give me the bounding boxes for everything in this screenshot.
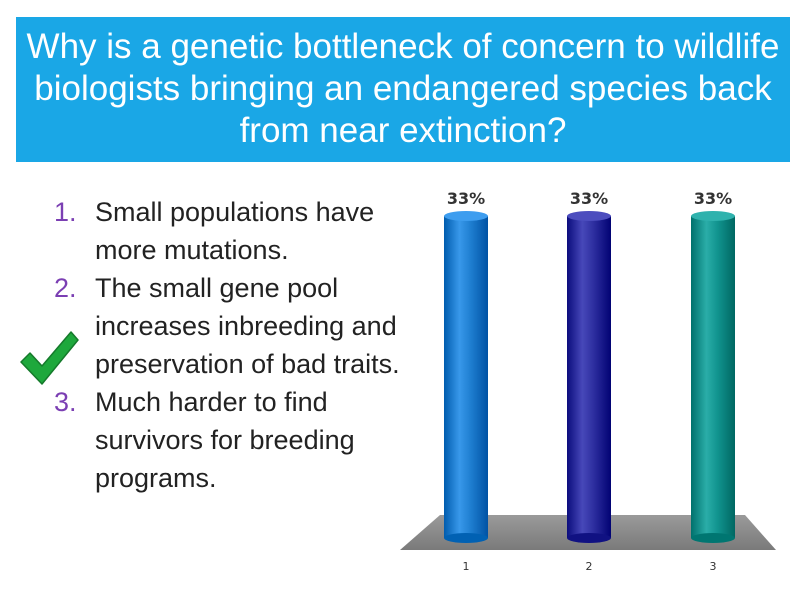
bar-base-3 <box>691 533 735 543</box>
category-label-3: 3 <box>710 560 717 573</box>
bar-base-1 <box>444 533 488 543</box>
category-label-1: 1 <box>463 560 470 573</box>
answer-option-1[interactable]: 1. Small populations have more mutations… <box>50 193 410 269</box>
question-title: Why is a genetic bottleneck of concern t… <box>26 26 780 150</box>
title-banner: Why is a genetic bottleneck of concern t… <box>16 17 790 162</box>
bar-3 <box>691 216 735 538</box>
bar-1 <box>444 216 488 538</box>
value-label-1: 33% <box>447 189 485 208</box>
bar-cap-1 <box>444 211 488 221</box>
bar-cap-2 <box>567 211 611 221</box>
answer-options: 1. Small populations have more mutations… <box>50 193 410 497</box>
option-number-2: 2. <box>54 273 77 303</box>
response-bar-chart: 33% 1 33% 2 33% 3 <box>400 189 776 573</box>
category-label-2: 2 <box>586 560 593 573</box>
value-label-3: 33% <box>694 189 732 208</box>
option-text-1: Small populations have more mutations. <box>95 197 375 265</box>
option-number-1: 1. <box>54 197 77 227</box>
answer-option-2[interactable]: 2. The small gene pool increases inbreed… <box>50 269 410 383</box>
option-number-3: 3. <box>54 387 77 417</box>
option-text-3: Much harder to find survivors for breedi… <box>95 387 355 493</box>
bar-2 <box>567 216 611 538</box>
bar-cap-3 <box>691 211 735 221</box>
checkmark-icon <box>20 331 79 385</box>
bar-base-2 <box>567 533 611 543</box>
answer-option-3[interactable]: 3. Much harder to find survivors for bre… <box>50 383 410 497</box>
option-text-2: The small gene pool increases inbreeding… <box>95 273 400 379</box>
value-label-2: 33% <box>570 189 608 208</box>
